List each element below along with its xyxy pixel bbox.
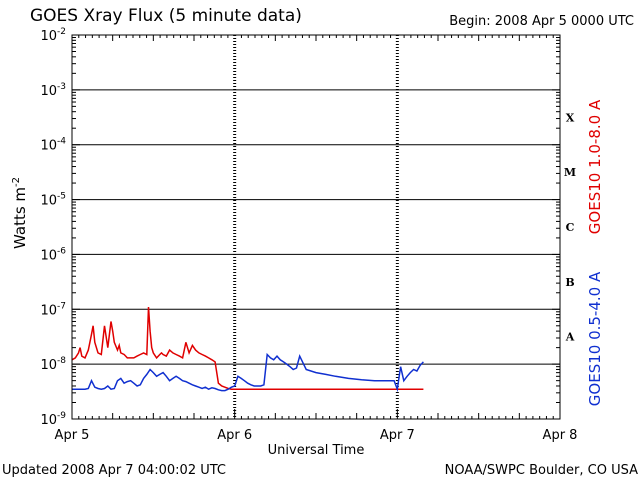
series-line-short [72, 352, 424, 393]
x-tick-label: Apr 6 [217, 428, 252, 443]
y-tick-label: 10-8 [40, 356, 66, 373]
series-label-short: GOES10 0.5-4.0 A [586, 271, 604, 407]
x-tick-label: Apr 7 [380, 428, 415, 443]
flare-class-label: B [565, 276, 574, 289]
series-layer [71, 306, 424, 393]
y-axis-label: Watts m-2 [11, 176, 29, 249]
x-tick-label: Apr 5 [55, 428, 90, 443]
y-tick-label: 10-5 [40, 192, 66, 209]
flare-class-label: A [565, 331, 575, 344]
flare-class-label: M [564, 166, 576, 179]
y-tick-label: 10-3 [40, 82, 66, 99]
y-tick-label: 10-7 [40, 301, 66, 318]
credit-text: NOAA/SWPC Boulder, CO USA [444, 463, 638, 478]
y-tick-label: 10-9 [40, 411, 66, 428]
x-tick-label: Apr 8 [543, 428, 578, 443]
grid-layer [72, 35, 560, 419]
y-tick-label: 10-4 [40, 137, 66, 154]
axis-layer: 10-9 10-8 10-7 10-6 10-5 10-4 10-3 10-2 Apr 5 Apr… [40, 27, 577, 458]
flare-class-label: X [566, 111, 575, 124]
series-line-long [71, 306, 424, 390]
y-tick-label: 10-2 [40, 27, 66, 44]
begin-timestamp: Begin: 2008 Apr 5 0000 UTC [449, 14, 634, 29]
x-axis-label: Universal Time [268, 443, 365, 458]
updated-timestamp: Updated 2008 Apr 7 04:00:02 UTC [2, 463, 226, 478]
flare-class-label: C [566, 221, 575, 234]
chart-title: GOES Xray Flux (5 minute data) [30, 6, 302, 26]
series-label-long: GOES10 1.0-8.0 A [586, 99, 604, 235]
y-tick-label: 10-6 [40, 246, 66, 263]
plot-frame [71, 34, 561, 420]
